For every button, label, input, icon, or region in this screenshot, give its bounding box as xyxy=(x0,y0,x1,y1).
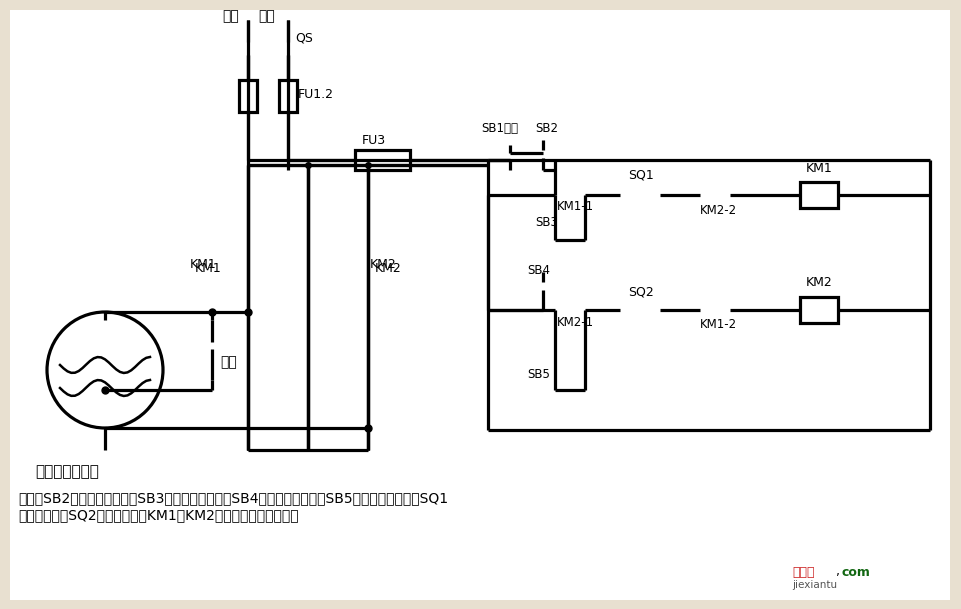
Text: SQ2: SQ2 xyxy=(628,286,653,298)
Text: 零线: 零线 xyxy=(258,9,275,23)
Bar xyxy=(800,182,837,208)
Text: KM2: KM2 xyxy=(370,258,396,272)
Text: com: com xyxy=(841,566,870,579)
Text: 单相电容电动机: 单相电容电动机 xyxy=(35,465,99,479)
Text: FU3: FU3 xyxy=(361,135,385,147)
Text: SB3: SB3 xyxy=(534,216,557,228)
Text: KM2: KM2 xyxy=(375,261,402,275)
Text: jiexiantu: jiexiantu xyxy=(791,580,836,590)
Text: SB1停止: SB1停止 xyxy=(480,122,517,135)
Text: KM2-2: KM2-2 xyxy=(700,203,736,217)
Text: SB2: SB2 xyxy=(534,122,557,135)
Text: FU1.2: FU1.2 xyxy=(298,88,333,102)
Bar xyxy=(355,150,409,170)
Text: KM2-1: KM2-1 xyxy=(556,315,594,328)
Text: KM1-2: KM1-2 xyxy=(700,319,736,331)
Text: 说明：SB2为上升启动按钮，SB3为上升点动按钮，SB4为下降启动按钮，SB5为下降点动按钮；SQ1: 说明：SB2为上升启动按钮，SB3为上升点动按钮，SB4为下降启动按钮，SB5为… xyxy=(18,491,448,505)
Bar xyxy=(238,80,257,112)
Text: KM1: KM1 xyxy=(805,161,832,175)
Text: 接线图: 接线图 xyxy=(791,566,814,579)
Text: 电容: 电容 xyxy=(220,355,236,369)
Bar xyxy=(279,80,297,112)
Text: SB4: SB4 xyxy=(527,264,550,276)
Text: SB5: SB5 xyxy=(527,368,550,381)
Text: QS: QS xyxy=(295,32,312,44)
Text: KM1: KM1 xyxy=(195,261,222,275)
Text: KM1: KM1 xyxy=(190,258,216,272)
Text: KM1-1: KM1-1 xyxy=(556,200,594,214)
Text: KM2: KM2 xyxy=(805,276,832,289)
Text: 火线: 火线 xyxy=(222,9,238,23)
Bar xyxy=(800,297,837,323)
Text: ,: , xyxy=(835,566,839,579)
Text: SQ1: SQ1 xyxy=(628,169,653,181)
Text: 为最高限位，SQ2为最低限位。KM1、KM2可用中间继电器代替。: 为最高限位，SQ2为最低限位。KM1、KM2可用中间继电器代替。 xyxy=(18,508,298,522)
